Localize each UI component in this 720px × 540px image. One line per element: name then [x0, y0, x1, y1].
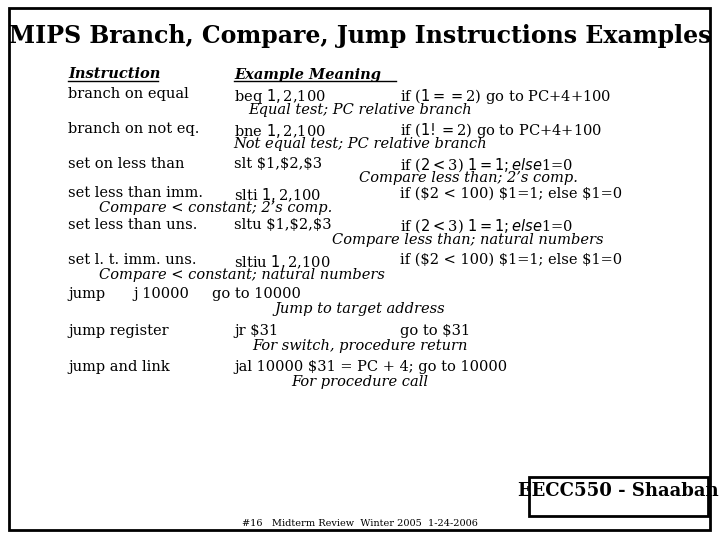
Text: sltiu $1,$2,100: sltiu $1,$2,100	[234, 253, 330, 271]
Text: j 10000: j 10000	[133, 287, 189, 301]
Text: set on less than: set on less than	[68, 157, 185, 171]
Text: jump register: jump register	[68, 324, 169, 338]
Text: if ($2 < $3) $1=1; else $1=0: if ($2 < $3) $1=1; else $1=0	[400, 218, 573, 235]
Text: set l. t. imm. uns.: set l. t. imm. uns.	[68, 253, 197, 267]
Text: For procedure call: For procedure call	[292, 375, 428, 389]
Text: Compare less than; natural numbers: Compare less than; natural numbers	[332, 233, 604, 247]
Text: #16   Midterm Review  Winter 2005  1-24-2006: #16 Midterm Review Winter 2005 1-24-2006	[242, 519, 478, 528]
FancyBboxPatch shape	[9, 8, 710, 530]
Text: slti $1,$2,100: slti $1,$2,100	[234, 186, 321, 204]
Text: go to 10000: go to 10000	[212, 287, 301, 301]
Text: bne $1,$2,100: bne $1,$2,100	[234, 122, 326, 139]
Text: Not equal test; PC relative branch: Not equal test; PC relative branch	[233, 137, 487, 151]
Text: Compare < constant; natural numbers: Compare < constant; natural numbers	[99, 268, 385, 282]
Text: Compare < constant; 2’s comp.: Compare < constant; 2’s comp.	[99, 201, 333, 215]
Text: jump: jump	[68, 287, 106, 301]
Text: beq $1,$2,100: beq $1,$2,100	[234, 87, 325, 106]
Text: set less than uns.: set less than uns.	[68, 218, 198, 232]
Text: go to $31: go to $31	[400, 324, 469, 338]
Text: jr $31: jr $31	[234, 324, 278, 338]
Text: slt $1,$2,$3: slt $1,$2,$3	[234, 157, 322, 171]
Text: For switch, procedure return: For switch, procedure return	[252, 339, 468, 353]
Text: sltu $1,$2,$3: sltu $1,$2,$3	[234, 218, 332, 232]
Text: Example Meaning: Example Meaning	[234, 68, 381, 82]
FancyBboxPatch shape	[529, 477, 708, 516]
Text: if ($2 < $3) $1=1; else $1=0: if ($2 < $3) $1=1; else $1=0	[400, 157, 573, 174]
Text: branch on equal: branch on equal	[68, 87, 189, 102]
Text: if ($1 == $2) go to PC+4+100: if ($1 == $2) go to PC+4+100	[400, 87, 611, 106]
Text: if ($2 < 100) $1=1; else $1=0: if ($2 < 100) $1=1; else $1=0	[400, 186, 622, 200]
Text: Jump to target address: Jump to target address	[275, 302, 445, 316]
Text: jal 10000 $31 = PC + 4; go to 10000: jal 10000 $31 = PC + 4; go to 10000	[234, 360, 507, 374]
Text: Instruction: Instruction	[68, 68, 161, 82]
Text: branch on not eq.: branch on not eq.	[68, 122, 199, 136]
Text: Equal test; PC relative branch: Equal test; PC relative branch	[248, 103, 472, 117]
Text: MIPS Branch, Compare, Jump Instructions Examples: MIPS Branch, Compare, Jump Instructions …	[9, 24, 711, 48]
Text: if ($2 < 100) $1=1; else $1=0: if ($2 < 100) $1=1; else $1=0	[400, 253, 622, 267]
Text: if ($1!= $2) go to PC+4+100: if ($1!= $2) go to PC+4+100	[400, 122, 602, 140]
Text: EECC550 - Shaaban: EECC550 - Shaaban	[518, 482, 719, 500]
Text: jump and link: jump and link	[68, 360, 170, 374]
Text: Compare less than; 2’s comp.: Compare less than; 2’s comp.	[359, 171, 577, 185]
Text: set less than imm.: set less than imm.	[68, 186, 204, 200]
